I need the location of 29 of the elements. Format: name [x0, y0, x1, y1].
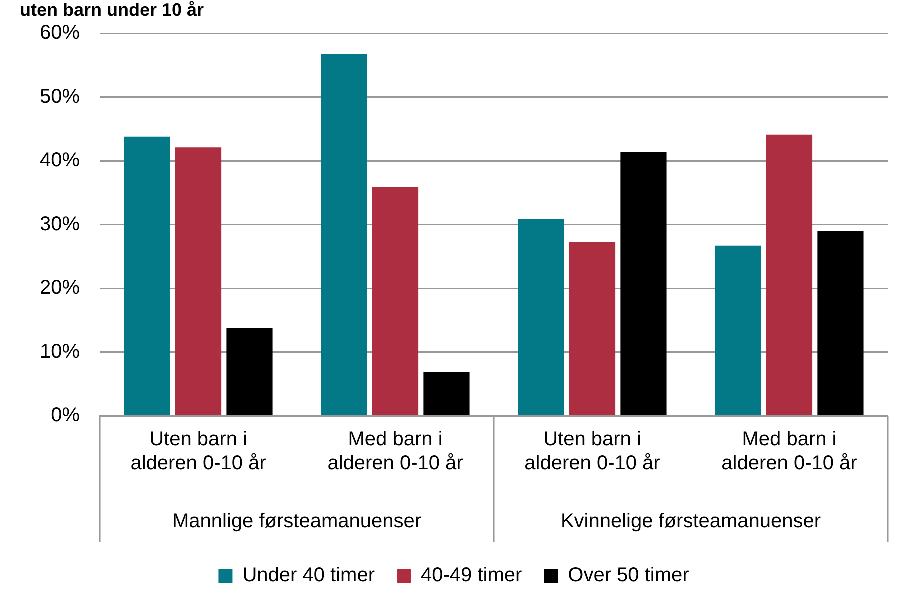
bar	[818, 231, 864, 416]
text: Kvinnelige førsteamanuenser	[560, 510, 822, 533]
y-tick-label: 0%	[51, 404, 80, 427]
bar	[518, 219, 564, 416]
x-tick-label: Uten barn i alderen 0-10 år	[130, 428, 267, 475]
bar	[424, 372, 470, 416]
bar	[766, 134, 813, 416]
y-tick-label: 40%	[40, 150, 80, 172]
bar	[372, 187, 419, 416]
legend-label: Under 40 timer	[242, 564, 376, 587]
legend-label: Over 50 timer	[568, 564, 690, 587]
y-tick-label: 50%	[40, 86, 80, 108]
chart-title: uten barn under 10 år	[20, 0, 204, 20]
x-tick-label: Med barn i alderen 0-10 år	[328, 428, 464, 475]
bar	[321, 54, 368, 416]
y-tick-label: 60%	[40, 22, 80, 44]
bar	[620, 152, 667, 416]
bar	[569, 242, 616, 416]
bar	[124, 136, 170, 416]
bar	[175, 148, 222, 416]
y-tick-label: 20%	[40, 277, 80, 300]
text: Mannlige førsteamanuenser	[172, 510, 422, 533]
bar	[715, 246, 762, 416]
x-tick-label: Med barn i alderen 0-10 år	[722, 428, 858, 475]
legend-label: 40-49 timer	[420, 564, 522, 587]
bar	[226, 328, 273, 416]
y-tick-label: 10%	[40, 340, 80, 363]
x-tick-label: Uten barn i alderen 0-10 år	[524, 428, 661, 475]
y-tick-label: 30%	[40, 213, 80, 236]
